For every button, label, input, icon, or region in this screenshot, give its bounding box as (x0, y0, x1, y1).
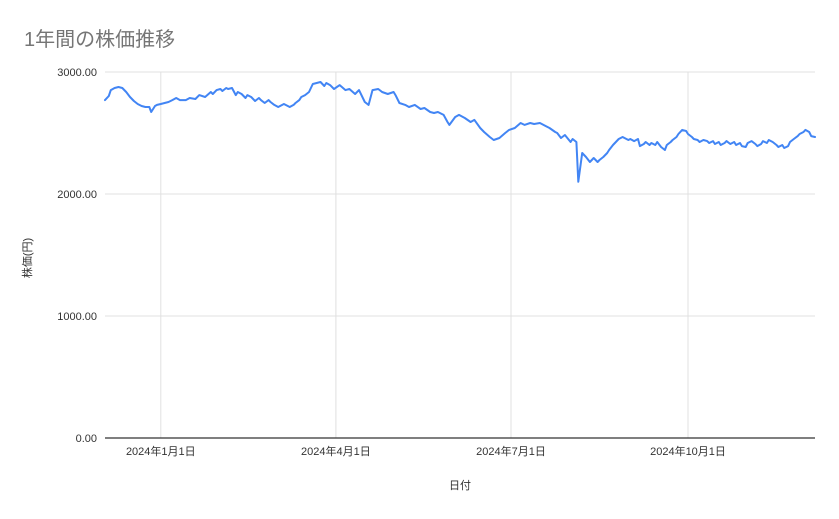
y-axis-title: 株価(円) (20, 238, 34, 278)
tick-labels-layer: 2024年1月1日 2024年4月1日 2024年7月1日 2024年10月1日 0.0… (57, 67, 726, 458)
x-tick-label: 2024年1月1日 (126, 444, 196, 458)
x-tick-label: 2024年7月1日 (476, 444, 546, 458)
gridlines-layer (105, 71, 815, 439)
x-tick-label: 2024年4月1日 (301, 444, 371, 458)
series-layer (104, 81, 816, 183)
y-tick-label: 0.00 (76, 433, 97, 445)
chart-title: 1年間の株価推移 (24, 28, 175, 51)
x-tick-label: 2024年10月1日 (650, 444, 726, 458)
y-tick-label: 1000.00 (57, 311, 97, 323)
stock-price-line (104, 81, 816, 183)
x-axis-title: 日付 (449, 479, 471, 492)
y-tick-label: 3000.00 (57, 67, 97, 79)
y-tick-label: 2000.00 (57, 189, 97, 201)
